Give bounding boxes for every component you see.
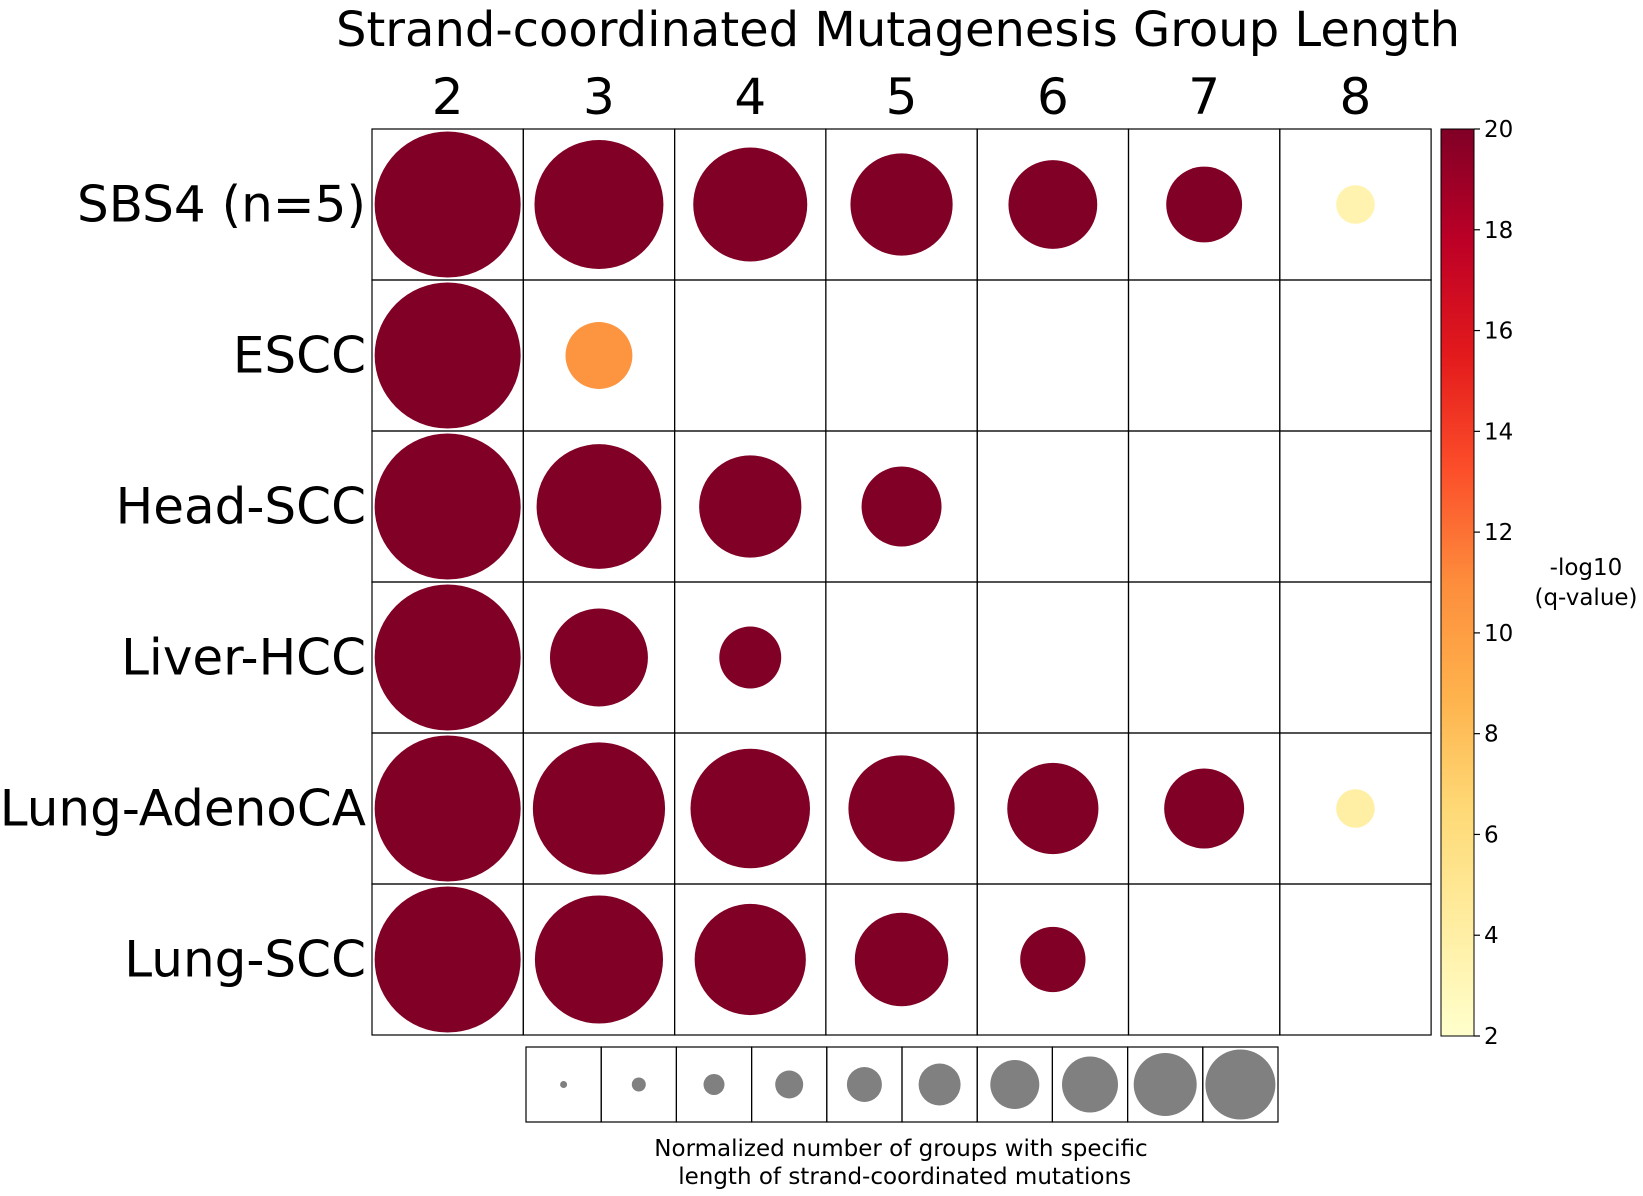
size-legend-bubble [1205, 1049, 1276, 1120]
colorbar-tick-label: 4 [1484, 923, 1499, 949]
bubble [374, 282, 521, 429]
row-labels: SBS4 (n=5) ESCC Head-SCC Liver-HCC Lung-Aden… [0, 176, 366, 989]
bubble [374, 886, 521, 1033]
grid-cell [1279, 279, 1432, 432]
grid-cell [1127, 279, 1281, 432]
colorbar-ticks: 2 4 6 8 10 12 14 16 18 20 [1474, 117, 1513, 1050]
grid-cell [976, 581, 1130, 734]
bubble [1164, 768, 1245, 849]
row-label: Head-SCC [116, 478, 366, 536]
grid-cell [1127, 581, 1281, 734]
size-legend-bubble [990, 1060, 1040, 1109]
bubble [1336, 789, 1375, 828]
bubble [699, 455, 802, 558]
grid-cell [1279, 883, 1432, 1036]
column-label-4: 4 [734, 68, 766, 126]
bubble [694, 903, 806, 1016]
bubble [374, 131, 521, 278]
bubble [534, 140, 664, 269]
column-labels: 2 3 4 5 6 7 8 [432, 68, 1372, 126]
bubble [861, 466, 942, 547]
bubble [534, 895, 664, 1024]
colorbar-tick-label: 2 [1484, 1024, 1499, 1050]
column-label-7: 7 [1188, 68, 1220, 126]
size-legend-bubble [631, 1077, 646, 1092]
column-label-5: 5 [886, 68, 918, 126]
bubble [565, 322, 633, 389]
colorbar-tick-label: 6 [1484, 822, 1499, 848]
bubble [848, 755, 955, 862]
size-legend-bubble [1062, 1056, 1118, 1113]
grid-cell [1127, 883, 1281, 1036]
column-label-2: 2 [432, 68, 464, 126]
grid-cell [825, 581, 978, 734]
size-legend-bubble [846, 1067, 882, 1102]
grid-cell [1279, 581, 1432, 734]
grid [371, 128, 1432, 1036]
row-label: Lung-AdenoCA [0, 780, 366, 838]
row-label: Lung-SCC [124, 931, 366, 989]
size-legend-bubble [560, 1081, 568, 1088]
row-label: SBS4 (n=5) [77, 176, 366, 234]
grid-cell [976, 279, 1130, 432]
grid-cell [976, 430, 1130, 583]
size-legend-bubble [703, 1074, 725, 1095]
colorbar-label: -log10 (q-value) [1534, 555, 1637, 611]
chart-title: Strand-coordinated Mutagenesis Group Len… [336, 2, 1460, 58]
size-legend-bubble [775, 1070, 804, 1099]
colorbar-tick-label: 16 [1484, 319, 1513, 345]
colorbar-gradient [1440, 128, 1475, 1037]
size-legend-cell [1202, 1046, 1279, 1123]
column-label-3: 3 [583, 68, 615, 126]
bubble [374, 433, 521, 580]
size-legend-bubble [1133, 1053, 1197, 1116]
bubble [1020, 926, 1086, 993]
bubble [719, 626, 782, 689]
size-legend [525, 1046, 1279, 1123]
bubble [549, 608, 648, 707]
colorbar-tick-label: 18 [1484, 218, 1513, 244]
row-label: Liver-HCC [121, 629, 366, 687]
bubble [374, 584, 521, 731]
grid-cell [825, 279, 978, 432]
bubble [1166, 166, 1243, 243]
grid-cell [1279, 430, 1432, 583]
colorbar-tick-label: 12 [1484, 520, 1513, 546]
bubble [374, 735, 521, 882]
colorbar-tick-label: 20 [1484, 117, 1513, 143]
bubble [1336, 185, 1375, 224]
bubble [1007, 762, 1099, 855]
colorbar-tick-label: 8 [1484, 722, 1499, 748]
colorbar-tick-label: 10 [1484, 621, 1513, 647]
bubble [536, 444, 662, 569]
column-label-8: 8 [1340, 68, 1372, 126]
bubble [854, 912, 949, 1007]
colorbar-label-line: (q-value) [1534, 585, 1637, 611]
colorbar-tick-label: 14 [1484, 419, 1513, 445]
bubble [690, 748, 810, 869]
row-label: ESCC [233, 327, 366, 385]
colorbar-label-line: -log10 [1550, 555, 1623, 581]
size-legend-label-line: length of strand-coordinated mutations [671, 1164, 1131, 1190]
size-legend-label: Normalized number of groups with specifi… [654, 1136, 1147, 1190]
bubble [850, 153, 953, 256]
size-legend-label-line: Normalized number of groups with specifi… [654, 1136, 1147, 1162]
bubble [1008, 160, 1098, 249]
bubbles [374, 131, 1375, 1033]
bubble [693, 147, 808, 262]
grid-cell [1127, 430, 1281, 583]
bubble [532, 742, 666, 875]
colorbar: 2 4 6 8 10 12 14 16 18 20 -log10 (q-value) [1440, 117, 1638, 1050]
grid-cell [673, 279, 827, 432]
size-legend-bubble [918, 1063, 961, 1106]
column-label-6: 6 [1037, 68, 1069, 126]
